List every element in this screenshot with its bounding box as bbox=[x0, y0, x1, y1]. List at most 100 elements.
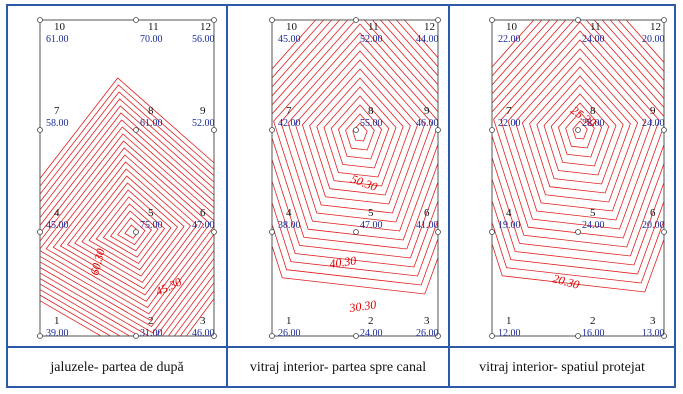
caption-panel-1: jaluzele- partea de după bbox=[50, 360, 184, 375]
point-number: 8 bbox=[368, 105, 374, 117]
point-number: 10 bbox=[286, 21, 298, 33]
point-value: 24.00 bbox=[360, 328, 383, 339]
contour-line bbox=[550, 93, 610, 167]
contour-line bbox=[40, 140, 214, 315]
measurement-point bbox=[435, 17, 441, 23]
measurement-point bbox=[37, 127, 43, 133]
panel-3-plot: 112.00216.00313.00419.00524.00620.00722.… bbox=[489, 17, 667, 339]
contour-line bbox=[95, 196, 166, 265]
point-value: 39.00 bbox=[46, 328, 69, 339]
point-number: 8 bbox=[148, 105, 154, 117]
caption-row: jaluzele- partea de după vitraj interior… bbox=[8, 346, 674, 388]
caption-panel-3: vitraj interior- spatiul protejat bbox=[479, 360, 645, 375]
point-number: 11 bbox=[148, 21, 159, 33]
contour-line bbox=[492, 20, 664, 248]
contour-line bbox=[492, 20, 664, 284]
point-number: 11 bbox=[368, 21, 379, 33]
isoline-label: 50.30 bbox=[349, 172, 379, 194]
point-number: 5 bbox=[368, 207, 374, 219]
contour-line bbox=[45, 147, 211, 309]
contour-line bbox=[565, 111, 595, 149]
contour-line bbox=[272, 20, 438, 268]
measurement-point bbox=[489, 229, 495, 235]
contour-line bbox=[81, 182, 179, 277]
contour-line bbox=[40, 126, 214, 328]
measurement-point bbox=[37, 17, 43, 23]
contour-line bbox=[557, 102, 603, 158]
measurement-point bbox=[575, 333, 581, 339]
point-number: 3 bbox=[200, 315, 206, 327]
measurement-point bbox=[661, 333, 667, 339]
isoline-label: 20.30 bbox=[551, 271, 581, 292]
point-value: 13.00 bbox=[642, 328, 665, 339]
point-number: 3 bbox=[650, 315, 656, 327]
point-number: 2 bbox=[148, 315, 154, 327]
point-number: 6 bbox=[200, 207, 206, 219]
measurement-point bbox=[211, 127, 217, 133]
contour-line bbox=[40, 112, 214, 336]
contour-line bbox=[507, 39, 653, 221]
point-number: 9 bbox=[200, 105, 206, 117]
contour-line bbox=[67, 168, 192, 290]
point-value: 75.00 bbox=[140, 220, 163, 231]
isoline-label: 30.30 bbox=[347, 297, 377, 315]
point-value: 22.00 bbox=[498, 34, 521, 45]
contour-line bbox=[272, 20, 438, 250]
figure-frame: 1 39.00 2 31.00 3 46.00 4 45.00 5 75.00 6 47.00 7 58.… bbox=[6, 4, 676, 388]
measurement-point bbox=[353, 17, 359, 23]
contour-line bbox=[40, 91, 214, 336]
measurement-point bbox=[435, 333, 441, 339]
contour-line bbox=[301, 59, 419, 205]
point-number: 12 bbox=[650, 21, 661, 33]
measurement-point bbox=[211, 229, 217, 235]
point-value: 61.00 bbox=[46, 34, 69, 45]
contour-line bbox=[40, 77, 214, 336]
caption-panel-2: vitraj interior- partea spre canal bbox=[249, 360, 427, 375]
contour-line bbox=[536, 75, 624, 185]
contour-group bbox=[40, 77, 214, 336]
measurement-point bbox=[661, 127, 667, 133]
contour-line bbox=[272, 20, 438, 277]
point-number: 3 bbox=[424, 315, 430, 327]
point-number: 1 bbox=[506, 315, 512, 327]
contour-line bbox=[40, 98, 214, 336]
contour-line bbox=[40, 133, 214, 321]
point-number: 4 bbox=[286, 207, 292, 219]
contour-line bbox=[102, 203, 159, 258]
point-number: 4 bbox=[54, 207, 60, 219]
point-value: 12.00 bbox=[498, 328, 521, 339]
contour-line bbox=[294, 50, 426, 214]
measurement-point bbox=[661, 17, 667, 23]
contour-line bbox=[521, 57, 639, 203]
point-number: 9 bbox=[650, 105, 656, 117]
point-number: 7 bbox=[506, 105, 512, 117]
point-value: 70.00 bbox=[140, 34, 163, 45]
point-value: 52.00 bbox=[192, 118, 215, 129]
contour-line bbox=[59, 161, 198, 296]
contour-line bbox=[40, 119, 214, 334]
panel-separator bbox=[448, 6, 450, 386]
measurement-point bbox=[37, 333, 43, 339]
point-value: 58.00 bbox=[46, 118, 69, 129]
contour-line bbox=[272, 20, 438, 259]
measurement-point bbox=[489, 127, 495, 133]
contour-line bbox=[40, 105, 214, 336]
point-number: 9 bbox=[424, 105, 430, 117]
point-number: 1 bbox=[54, 315, 60, 327]
isoline-label: 40.30 bbox=[328, 253, 357, 271]
panel-2-plot: 126.00224.00326.00438.00547.00641.00742.… bbox=[269, 17, 441, 339]
point-number: 6 bbox=[424, 207, 430, 219]
contour-line bbox=[74, 175, 185, 283]
point-value: 22.00 bbox=[498, 118, 521, 129]
point-value: 61.00 bbox=[140, 118, 163, 129]
measurement-point bbox=[353, 127, 359, 133]
point-value: 26.00 bbox=[416, 328, 439, 339]
contour-line bbox=[40, 84, 214, 336]
point-value: 56.00 bbox=[192, 34, 215, 45]
contour-line bbox=[280, 32, 438, 232]
measurement-point bbox=[269, 333, 275, 339]
measurement-point bbox=[211, 17, 217, 23]
contour-line bbox=[109, 210, 153, 252]
contour-line bbox=[88, 189, 172, 271]
measurement-point bbox=[575, 127, 581, 133]
